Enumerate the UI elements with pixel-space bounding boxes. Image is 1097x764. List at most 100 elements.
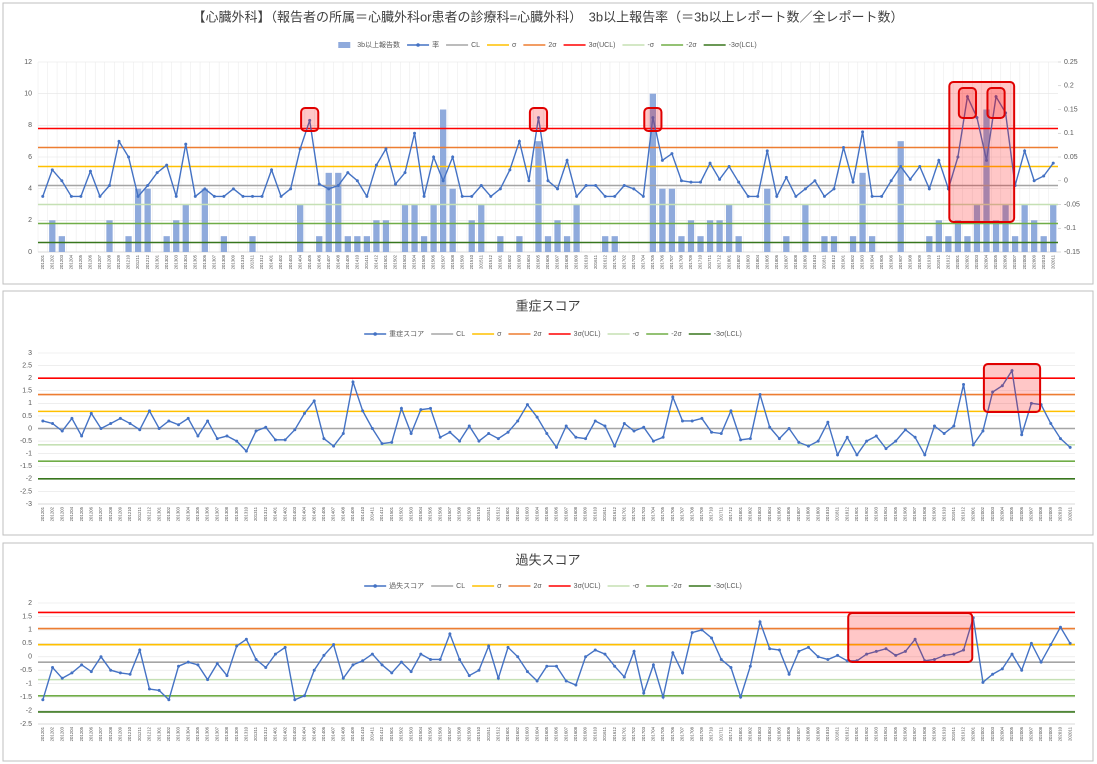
x-tick-label: 201206 bbox=[88, 726, 93, 741]
bar bbox=[1031, 220, 1038, 252]
bar bbox=[697, 236, 704, 252]
x-tick-label: 201512 bbox=[495, 506, 500, 521]
legend-label: σ bbox=[497, 331, 502, 338]
x-tick-label: 201605 bbox=[544, 726, 549, 741]
data-point bbox=[564, 679, 568, 683]
x-tick-label: 201209 bbox=[118, 506, 123, 521]
highlight-box bbox=[982, 363, 1042, 413]
x-tick-label: 201211 bbox=[137, 506, 142, 521]
x-tick-label: 201807 bbox=[796, 726, 801, 741]
data-point bbox=[489, 194, 493, 198]
x-tick-label: 201802 bbox=[736, 254, 741, 269]
legend-label: -2σ bbox=[686, 42, 697, 49]
data-point bbox=[908, 177, 912, 181]
data-point bbox=[836, 453, 840, 457]
bar bbox=[992, 220, 1000, 252]
x-tick-label: 201211 bbox=[135, 254, 140, 269]
highlight-box bbox=[528, 107, 549, 132]
data-point bbox=[613, 664, 617, 668]
x-tick-label: 201601 bbox=[505, 726, 510, 741]
bar bbox=[764, 188, 771, 252]
y2-tick-label: 0.2 bbox=[1064, 83, 1074, 90]
x-tick-label: 202011 bbox=[1050, 254, 1055, 269]
data-point bbox=[128, 421, 132, 425]
x-tick-label: 201911 bbox=[951, 506, 956, 521]
data-point bbox=[241, 194, 245, 198]
data-point bbox=[41, 194, 45, 198]
y-tick-label: 1 bbox=[28, 627, 32, 634]
data-point bbox=[661, 435, 665, 439]
y-tick-label: 1.5 bbox=[22, 388, 32, 395]
x-tick-label: 201211 bbox=[137, 726, 142, 741]
data-point bbox=[680, 419, 684, 423]
data-point bbox=[99, 427, 103, 430]
x-tick-label: 202002 bbox=[965, 254, 970, 269]
data-point bbox=[889, 179, 893, 183]
x-tick-label: 201608 bbox=[564, 254, 569, 269]
x-tick-label: 202006 bbox=[1019, 726, 1024, 741]
data-point bbox=[186, 660, 190, 664]
x-tick-label: 201412 bbox=[374, 254, 379, 269]
x-tick-label: 201311 bbox=[253, 506, 258, 521]
legend-marker bbox=[373, 332, 377, 336]
x-tick-label: 201208 bbox=[108, 726, 113, 741]
data-point bbox=[965, 95, 969, 99]
data-point bbox=[419, 652, 423, 656]
x-tick-label: 201607 bbox=[563, 726, 568, 741]
data-point bbox=[409, 432, 413, 436]
x-tick-label: 202001 bbox=[970, 726, 975, 741]
y2-tick-label: -0.1 bbox=[1064, 225, 1076, 232]
bar bbox=[449, 188, 456, 252]
x-tick-label: 201904 bbox=[869, 254, 874, 269]
x-tick-label: 201608 bbox=[573, 506, 578, 521]
data-point bbox=[147, 687, 151, 691]
x-tick-label: 201707 bbox=[669, 254, 674, 269]
data-point bbox=[710, 430, 714, 434]
x-tick-label: 201805 bbox=[777, 726, 782, 741]
x-tick-label: 201204 bbox=[69, 506, 74, 521]
x-tick-label: 201406 bbox=[321, 506, 326, 521]
data-point bbox=[399, 406, 403, 410]
y2-tick-label: 0.25 bbox=[1064, 59, 1078, 66]
x-tick-label: 201603 bbox=[517, 254, 522, 269]
data-point bbox=[894, 439, 898, 443]
x-tick-label: 201305 bbox=[192, 254, 197, 269]
data-point bbox=[60, 179, 64, 183]
x-tick-label: 201711 bbox=[718, 506, 723, 521]
data-point bbox=[341, 432, 345, 436]
legend-label: -3σ(LCL) bbox=[714, 331, 742, 338]
x-tick-label: 201601 bbox=[505, 506, 510, 521]
x-tick-label: 201703 bbox=[641, 726, 646, 741]
data-point bbox=[613, 194, 617, 198]
bar bbox=[668, 188, 676, 252]
data-point bbox=[632, 429, 636, 433]
x-tick-label: 201504 bbox=[418, 506, 423, 521]
legend-label: 3σ(UCL) bbox=[574, 583, 601, 590]
x-tick-label: 201907 bbox=[898, 254, 903, 269]
x-tick-label: 202011 bbox=[1067, 726, 1072, 741]
y-tick-label: 1 bbox=[28, 400, 32, 407]
data-point bbox=[80, 663, 84, 667]
data-point bbox=[250, 194, 254, 198]
data-point bbox=[593, 648, 597, 652]
data-point bbox=[167, 698, 171, 702]
x-tick-label: 201408 bbox=[340, 726, 345, 741]
data-point bbox=[69, 194, 73, 198]
data-point bbox=[642, 691, 646, 695]
x-tick-label: 201302 bbox=[166, 726, 171, 741]
x-tick-label: 201912 bbox=[961, 506, 966, 521]
bar bbox=[106, 220, 113, 252]
data-point bbox=[273, 438, 277, 442]
data-point bbox=[797, 649, 801, 653]
y-tick-label: 10 bbox=[24, 91, 32, 98]
legend-label: CL bbox=[456, 331, 465, 338]
x-tick-label: 201412 bbox=[379, 726, 384, 741]
x-tick-label: 201511 bbox=[486, 726, 491, 741]
x-tick-label: 201402 bbox=[282, 726, 287, 741]
data-point bbox=[70, 416, 74, 420]
x-tick-label: 201301 bbox=[156, 506, 161, 521]
x-tick-label: 201701 bbox=[621, 726, 626, 741]
bar bbox=[983, 109, 990, 252]
data-point bbox=[174, 194, 178, 198]
x-tick-label: 201506 bbox=[437, 726, 442, 741]
